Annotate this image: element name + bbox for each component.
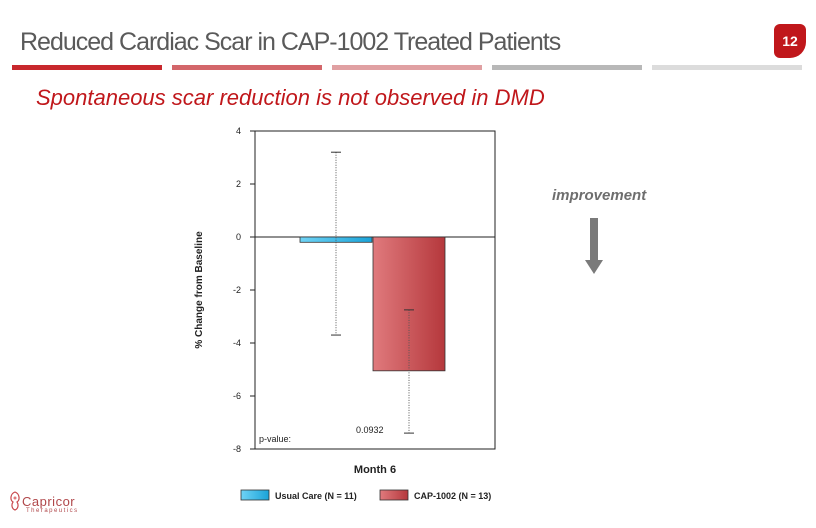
bar-cap-1002: [372, 236, 446, 372]
slide-subtitle: Spontaneous scar reduction is not observ…: [36, 85, 545, 110]
logo-tagline: Therapeutics: [26, 508, 79, 514]
header-rule-5: [652, 65, 802, 70]
header-rule-2: [172, 65, 322, 70]
y-axis-label: % Change from Baseline: [194, 231, 205, 349]
y-tick-label: -8: [233, 444, 241, 454]
y-tick-label: -4: [233, 338, 241, 348]
header-rule-4: [492, 65, 642, 70]
legend-swatch-usual-care: [240, 489, 270, 501]
page-number-badge: 12: [774, 24, 806, 58]
logo-name: Capricor: [22, 494, 76, 509]
slide-title: Reduced Cardiac Scar in CAP-1002 Treated…: [20, 28, 561, 56]
improvement-label: improvement: [552, 187, 647, 204]
y-tick-label: -2: [233, 285, 241, 295]
down-arrow-icon: [585, 218, 603, 274]
p-value: 0.0932: [356, 425, 384, 435]
legend-label-usual-care: Usual Care (N = 11): [275, 491, 357, 501]
y-tick-label: 2: [236, 179, 241, 189]
header-rule-3: [332, 65, 482, 70]
header-rule-1: [12, 65, 162, 70]
y-tick-label: 4: [236, 126, 241, 136]
p-value-label: p-value:: [259, 434, 291, 444]
y-tick-label: -6: [233, 391, 241, 401]
y-tick-label: 0: [236, 232, 241, 242]
legend-swatch-cap-1002: [379, 489, 409, 501]
legend-label-cap-1002: CAP-1002 (N = 13): [414, 491, 491, 501]
x-axis-label: Month 6: [354, 464, 396, 476]
capricor-logo-icon: [10, 491, 20, 511]
chart-legend: Usual Care (N = 11) CAP-1002 (N = 13): [240, 489, 491, 501]
